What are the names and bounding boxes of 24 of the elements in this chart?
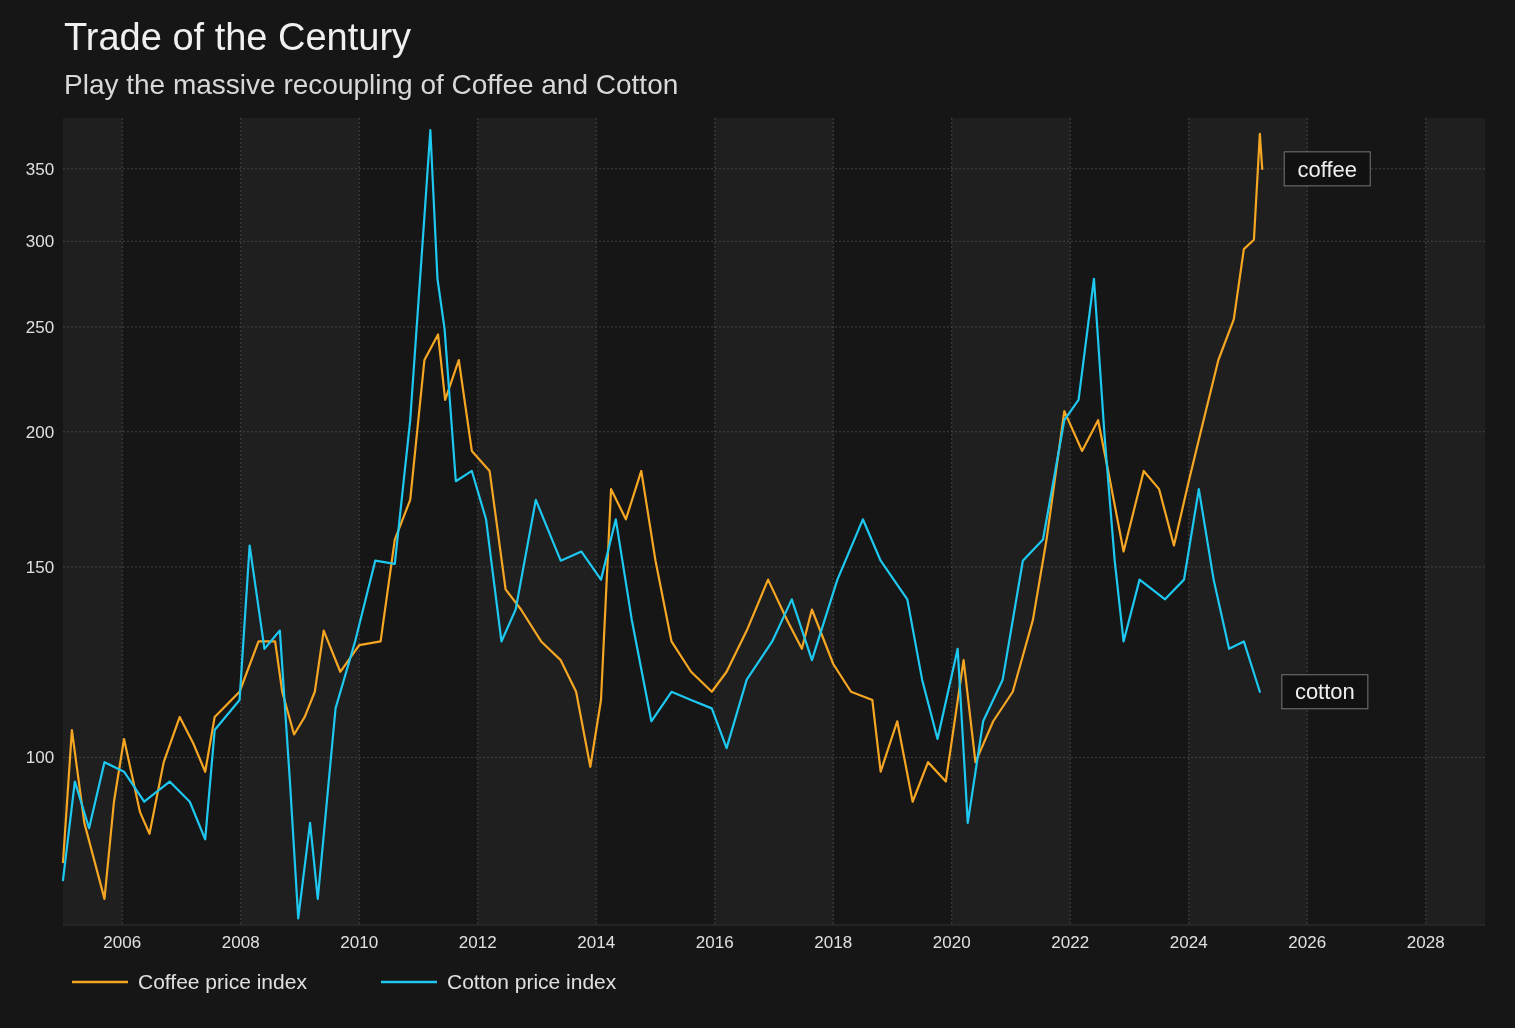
- y-tick-label: 200: [25, 422, 55, 442]
- y-tick-label: 300: [25, 232, 55, 252]
- x-tick-label: 2010: [340, 933, 379, 952]
- x-tick-label: 2026: [1288, 933, 1327, 952]
- x-tick-label: 2016: [695, 933, 734, 952]
- x-tick-label: 2024: [1169, 933, 1208, 952]
- x-tick-label: 2014: [577, 933, 616, 952]
- chart-title: Trade of the Century: [64, 16, 412, 58]
- x-tick-label: 2022: [1051, 933, 1090, 952]
- x-tick-label: 2012: [458, 933, 497, 952]
- legend-label: Cotton price index: [447, 970, 617, 994]
- y-tick-label: 350: [25, 159, 55, 179]
- x-tick-label: 2008: [221, 933, 260, 952]
- legend-label: Coffee price index: [138, 970, 308, 994]
- annotation: cotton: [1294, 679, 1355, 705]
- x-tick-label: 2018: [814, 933, 853, 952]
- x-tick-label: 2020: [932, 933, 971, 952]
- chart-subtitle: Play the massive recoupling of Coffee and Cotton: [64, 69, 679, 100]
- x-tick-label: 2006: [103, 933, 142, 952]
- y-tick-label: 250: [25, 317, 55, 337]
- x-tick-label: 2028: [1406, 933, 1445, 952]
- y-tick-label: 100: [25, 748, 55, 768]
- annotation: coffee: [1297, 156, 1357, 182]
- y-tick-label: 150: [25, 557, 55, 577]
